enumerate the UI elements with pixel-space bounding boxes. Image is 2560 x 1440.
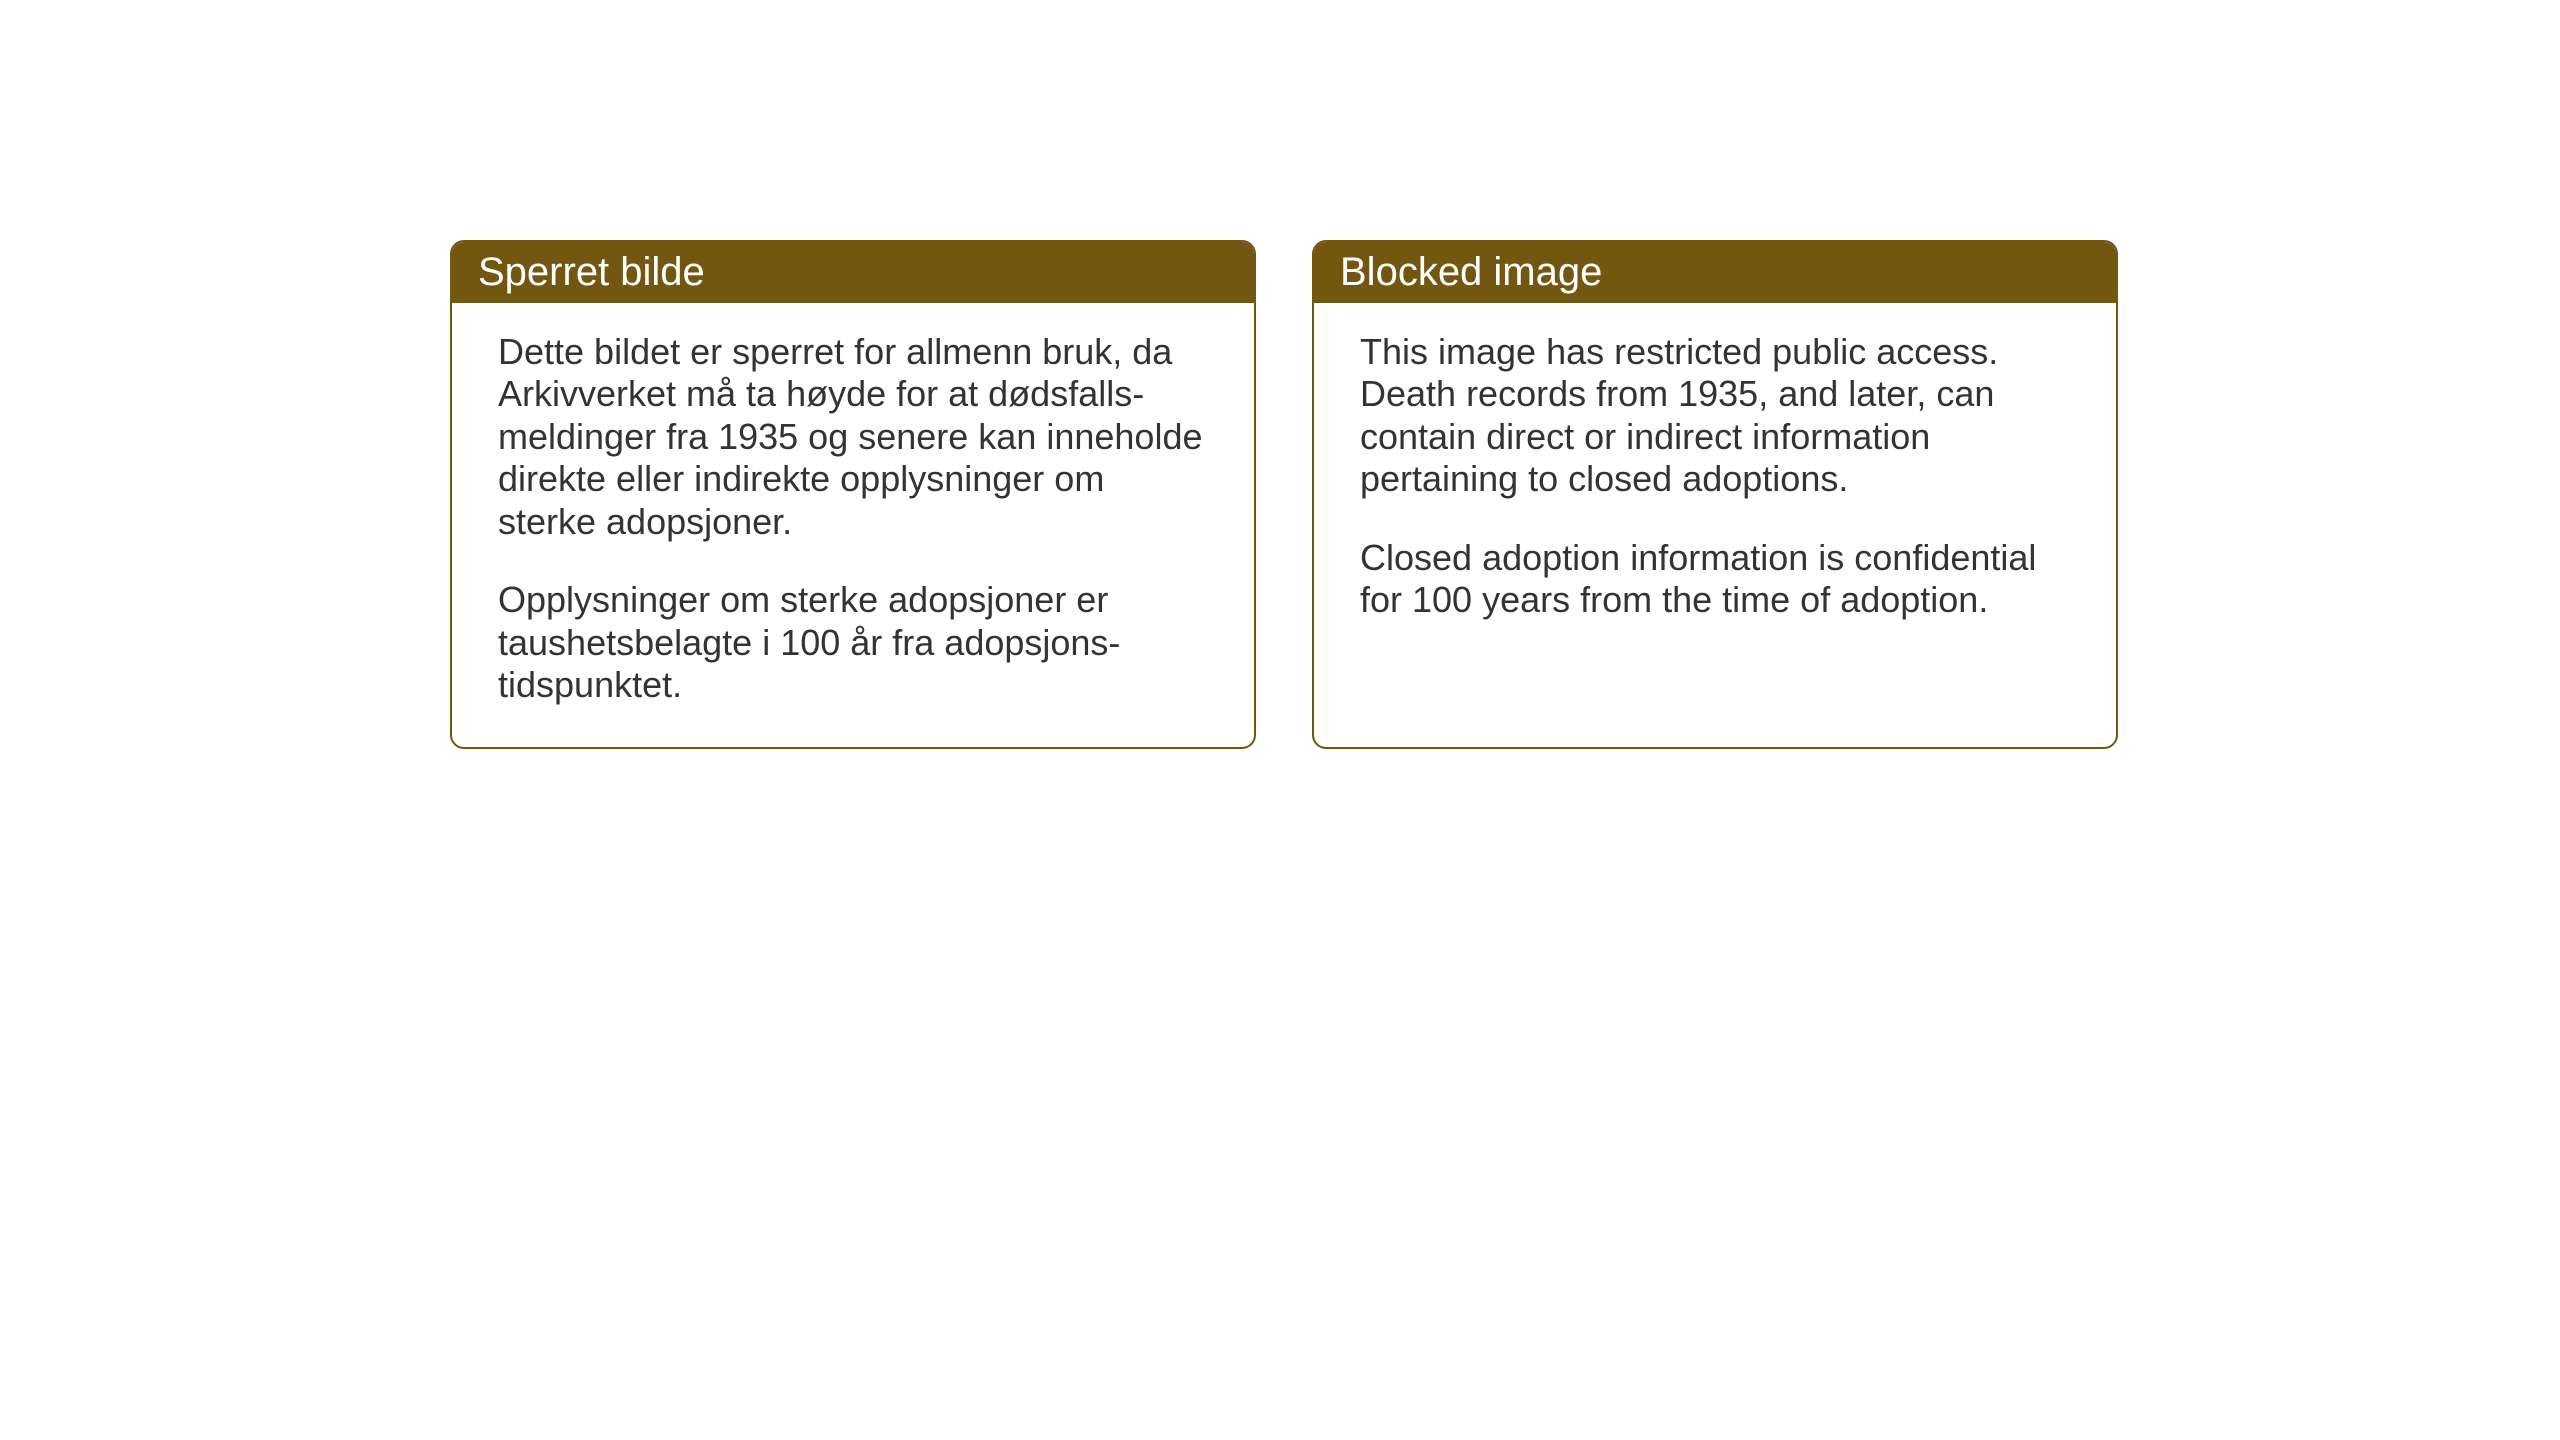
notice-body-english: This image has restricted public access.… — [1314, 303, 2116, 662]
notice-body-norwegian: Dette bildet er sperret for allmenn bruk… — [452, 303, 1254, 747]
notice-header-english: Blocked image — [1314, 242, 2116, 303]
notice-paragraph-2-norwegian: Opplysninger om sterke adopsjoner er tau… — [498, 579, 1208, 706]
notice-container: Sperret bilde Dette bildet er sperret fo… — [450, 240, 2118, 749]
notice-box-english: Blocked image This image has restricted … — [1312, 240, 2118, 749]
notice-box-norwegian: Sperret bilde Dette bildet er sperret fo… — [450, 240, 1256, 749]
notice-header-norwegian: Sperret bilde — [452, 242, 1254, 303]
notice-paragraph-2-english: Closed adoption information is confident… — [1360, 537, 2070, 622]
notice-paragraph-1-norwegian: Dette bildet er sperret for allmenn bruk… — [498, 331, 1208, 543]
notice-paragraph-1-english: This image has restricted public access.… — [1360, 331, 2070, 501]
